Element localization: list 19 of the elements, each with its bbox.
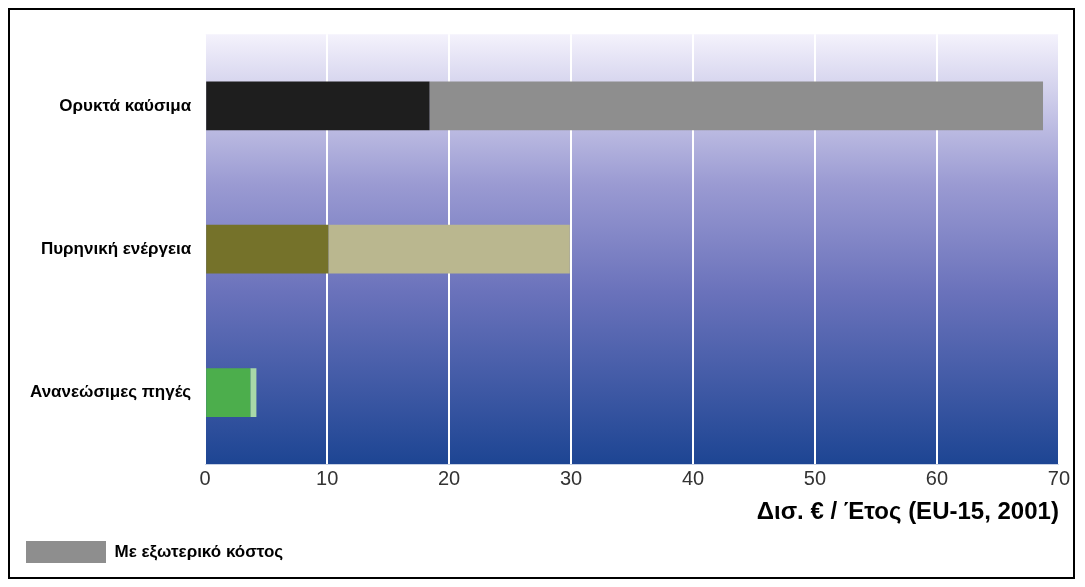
x-tick-label: 20 [437,466,461,489]
y-tick-label: Ορυκτά καύσιμα [59,95,192,115]
y-tick-label: Πυρηνική ενέργεια [40,238,192,258]
bar [328,224,570,274]
bar [429,81,1044,131]
bar [206,81,430,131]
bar [250,368,257,417]
y-tick-label: Ανανεώσιμες πηγές [30,382,192,402]
x-tick-label: 10 [316,466,339,489]
x-tick-label: 60 [925,466,949,489]
x-tick-label: 30 [559,466,583,489]
x-tick-label: 0 [199,466,211,489]
bar [206,368,251,417]
x-axis-title: Δισ. € / Έτος (EU-15, 2001) [756,497,1059,525]
x-tick-label: 70 [1047,466,1070,489]
x-tick-label: 50 [803,466,827,489]
legend-label: Με εξωτερικό κόστος [114,541,284,561]
x-tick-label: 40 [681,466,705,489]
bar [206,224,329,274]
